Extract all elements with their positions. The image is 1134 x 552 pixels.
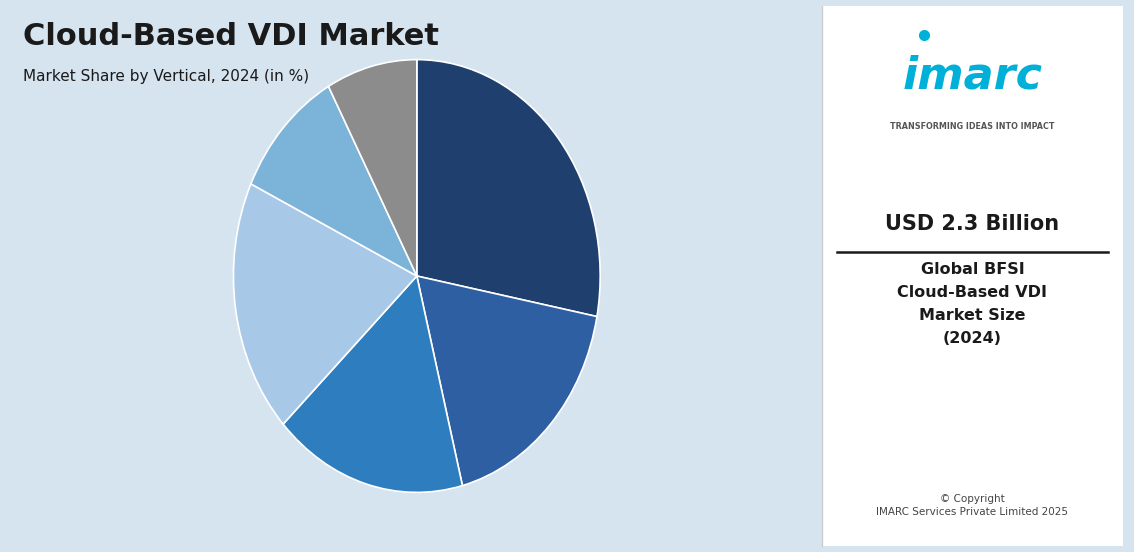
Wedge shape (251, 86, 417, 276)
Text: © Copyright
IMARC Services Private Limited 2025: © Copyright IMARC Services Private Limit… (877, 493, 1068, 517)
Text: Market Share by Vertical, 2024 (in %): Market Share by Vertical, 2024 (in %) (23, 69, 308, 84)
Wedge shape (284, 276, 463, 492)
Text: imarc: imarc (903, 54, 1042, 97)
Wedge shape (234, 184, 417, 424)
FancyBboxPatch shape (822, 6, 1123, 546)
Text: USD 2.3 Billion: USD 2.3 Billion (886, 214, 1059, 234)
Text: Cloud-Based VDI Market: Cloud-Based VDI Market (23, 22, 439, 51)
Text: TRANSFORMING IDEAS INTO IMPACT: TRANSFORMING IDEAS INTO IMPACT (890, 122, 1055, 131)
Text: Global BFSI
Cloud-Based VDI
Market Size
(2024): Global BFSI Cloud-Based VDI Market Size … (897, 263, 1048, 346)
Wedge shape (417, 276, 596, 486)
Wedge shape (417, 60, 600, 316)
Wedge shape (329, 60, 417, 276)
